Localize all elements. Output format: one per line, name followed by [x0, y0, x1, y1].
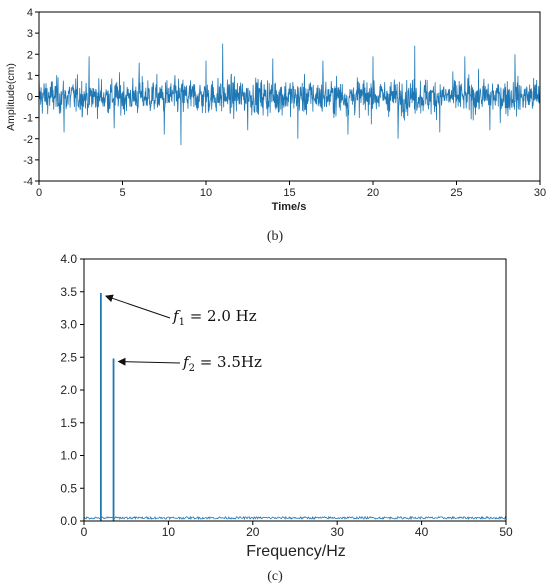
b-y-tick-label: -1	[23, 113, 33, 125]
c-x-tick-label: 50	[499, 525, 513, 539]
c-x-axis: 0 10 20 30 40 50	[81, 521, 513, 539]
b-y-tick-label: 3	[27, 28, 33, 40]
b-plot-frame	[38, 11, 541, 182]
b-y-tick-label: 2	[27, 49, 33, 61]
c-y-tick-label: 1.5	[60, 416, 77, 430]
b-panel-label: (b)	[267, 229, 284, 244]
c-x-tick-label: 0	[81, 525, 88, 539]
b-y-tick-label: 4	[27, 7, 33, 19]
b-y-tick-label: 0	[27, 92, 33, 104]
b-y-tick-label: -2	[23, 134, 33, 146]
b-x-tick-label: 20	[367, 187, 379, 199]
f2-annotation: f2 = 3.5Hz	[182, 353, 262, 374]
c-x-tick-label: 10	[162, 525, 176, 539]
c-y-tick-label: 1.0	[60, 449, 77, 463]
c-x-axis-title: Frequency/Hz	[246, 543, 346, 560]
c-y-tick-label: 0.5	[60, 481, 77, 495]
b-y-tick-label: -4	[23, 176, 33, 188]
b-x-tick-label: 0	[36, 187, 42, 199]
c-x-tick-label: 20	[246, 525, 260, 539]
c-x-tick-label: 40	[415, 525, 429, 539]
b-x-tick-label: 30	[534, 187, 546, 199]
b-x-axis: 0 5 10 15 20 25 30	[36, 181, 546, 199]
c-x-tick-label: 30	[331, 525, 345, 539]
c-y-tick-label: 2.0	[60, 383, 77, 397]
b-x-tick-label: 25	[450, 187, 462, 199]
b-y-axis: 4 3 2 1 0 -1 -2 -3 -4	[23, 7, 39, 188]
c-y-tick-label: 0.0	[60, 514, 77, 528]
chart-c: 0 10 20 30 40 50 4.03.53.02.52.01.51.00.50.0 …	[60, 252, 513, 584]
c-panel-label: (c)	[267, 569, 283, 584]
f1-annotation: f1 = 2.0 Hz	[172, 307, 257, 328]
f2-annotation-arrow	[117, 357, 181, 366]
b-y-axis-title: Amplitude(cm)	[5, 63, 17, 131]
c-y-tick-label: 3.5	[60, 285, 77, 299]
b-x-axis-title: Time/s	[272, 201, 307, 213]
f1-annotation-arrow	[104, 294, 171, 319]
b-series-line	[38, 43, 541, 146]
b-x-tick-label: 5	[119, 187, 125, 199]
b-x-tick-label: 15	[283, 187, 295, 199]
b-y-tick-label: 1	[27, 70, 33, 82]
b-x-tick-label: 10	[200, 187, 212, 199]
c-noise-floor	[83, 515, 507, 521]
c-y-tick-label: 4.0	[60, 252, 77, 266]
c-plot-frame	[83, 258, 507, 522]
b-y-tick-label: -3	[23, 155, 33, 167]
c-y-axis: 4.0 3.5 3.0 2.5 2.0 1.5 1.0 0.5 0.0	[60, 252, 84, 528]
c-y-tick-label: 3.0	[60, 318, 77, 332]
c-y-tick-label: 2.5	[60, 350, 77, 364]
